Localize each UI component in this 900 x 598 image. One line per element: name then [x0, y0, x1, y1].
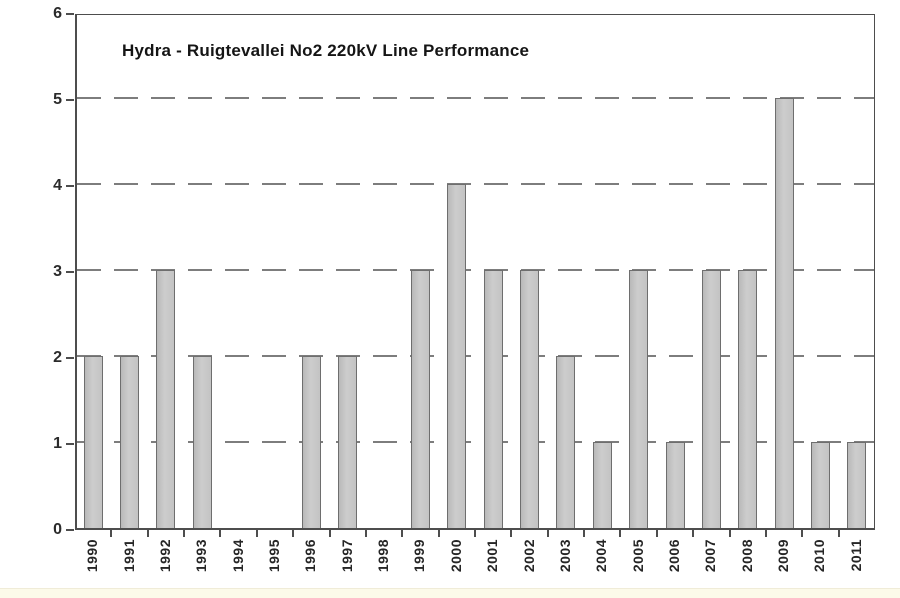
bar	[156, 270, 176, 528]
y-tick	[66, 99, 74, 101]
y-tick	[66, 443, 74, 445]
gridline	[77, 355, 874, 357]
x-tick	[110, 530, 113, 537]
x-tick	[146, 530, 149, 537]
x-tick	[583, 530, 586, 537]
gridline	[77, 97, 874, 99]
x-tick	[764, 530, 767, 537]
x-axis-label: 1999	[411, 539, 428, 573]
x-axis-label: 2000	[447, 539, 464, 573]
bar	[592, 442, 612, 528]
y-axis-label: 3	[53, 263, 62, 280]
y-axis-label: 1	[53, 435, 62, 452]
y-axis-label: 0	[53, 521, 62, 538]
bar	[701, 270, 721, 528]
x-tick	[837, 530, 840, 537]
bar	[556, 356, 576, 528]
x-axis-label: 1996	[302, 539, 319, 573]
bar	[410, 270, 430, 528]
x-axis-label: 2001	[484, 539, 501, 573]
bar	[338, 356, 358, 528]
bar	[83, 356, 103, 528]
y-axis-label: 6	[53, 5, 62, 22]
x-tick	[510, 530, 513, 537]
plot-area: Hydra - Ruigtevallei No2 220kV Line Perf…	[75, 14, 875, 530]
bar	[120, 356, 140, 528]
x-axis-label: 1995	[266, 539, 282, 573]
x-tick	[401, 530, 404, 537]
gridline	[77, 183, 874, 185]
x-tick	[728, 530, 731, 537]
x-tick	[619, 530, 622, 537]
x-axis-label: 2003	[556, 539, 573, 573]
x-axis-label: 2007	[702, 539, 719, 573]
x-tick	[219, 530, 222, 537]
bar	[810, 442, 830, 528]
y-axis-label: 4	[53, 177, 62, 194]
y-tick	[66, 13, 74, 15]
y-tick	[66, 529, 74, 531]
bar	[738, 270, 758, 528]
x-tick	[364, 530, 367, 537]
footer-strip	[0, 588, 900, 598]
x-axis-label: 2009	[775, 539, 792, 573]
gridline	[77, 269, 874, 271]
x-axis-label: 1997	[338, 539, 355, 573]
x-axis-label: 1990	[84, 539, 101, 573]
x-axis-label: 1998	[375, 539, 392, 573]
x-tick	[801, 530, 804, 537]
x-tick	[474, 530, 476, 537]
bar	[447, 184, 467, 528]
x-axis-label: 1992	[156, 539, 173, 573]
gridline	[77, 441, 874, 443]
x-tick	[183, 530, 186, 537]
bar	[665, 442, 685, 528]
x-tick	[692, 530, 695, 537]
x-tick	[546, 530, 549, 537]
bar	[483, 270, 503, 528]
x-tick	[292, 530, 295, 537]
y-axis-label: 2	[53, 349, 62, 366]
x-axis-label: 2006	[666, 539, 682, 573]
bar	[629, 270, 649, 528]
x-axis-label: 1994	[229, 539, 246, 573]
x-tick	[255, 530, 258, 537]
y-tick	[66, 357, 74, 359]
x-tick	[437, 530, 440, 537]
bar	[774, 98, 794, 528]
x-axis-label: 2002	[520, 539, 537, 573]
x-tick	[655, 530, 658, 537]
x-axis-label: 2008	[738, 539, 755, 573]
bar	[520, 270, 540, 528]
bar	[192, 356, 212, 528]
x-tick	[328, 530, 331, 537]
y-tick	[66, 271, 74, 273]
x-axis-label: 2005	[629, 539, 646, 573]
x-axis-label: 1991	[120, 539, 137, 573]
chart-title: Hydra - Ruigtevallei No2 220kV Line Perf…	[122, 41, 530, 60]
x-axis-label: 2010	[811, 539, 828, 573]
bar	[301, 356, 321, 528]
y-axis-label: 5	[53, 91, 62, 108]
x-axis-label: 1993	[193, 539, 210, 573]
x-axis-label: 2004	[593, 539, 610, 573]
bar	[847, 442, 867, 528]
y-tick	[66, 185, 74, 187]
x-axis-label: 2011	[847, 539, 864, 572]
